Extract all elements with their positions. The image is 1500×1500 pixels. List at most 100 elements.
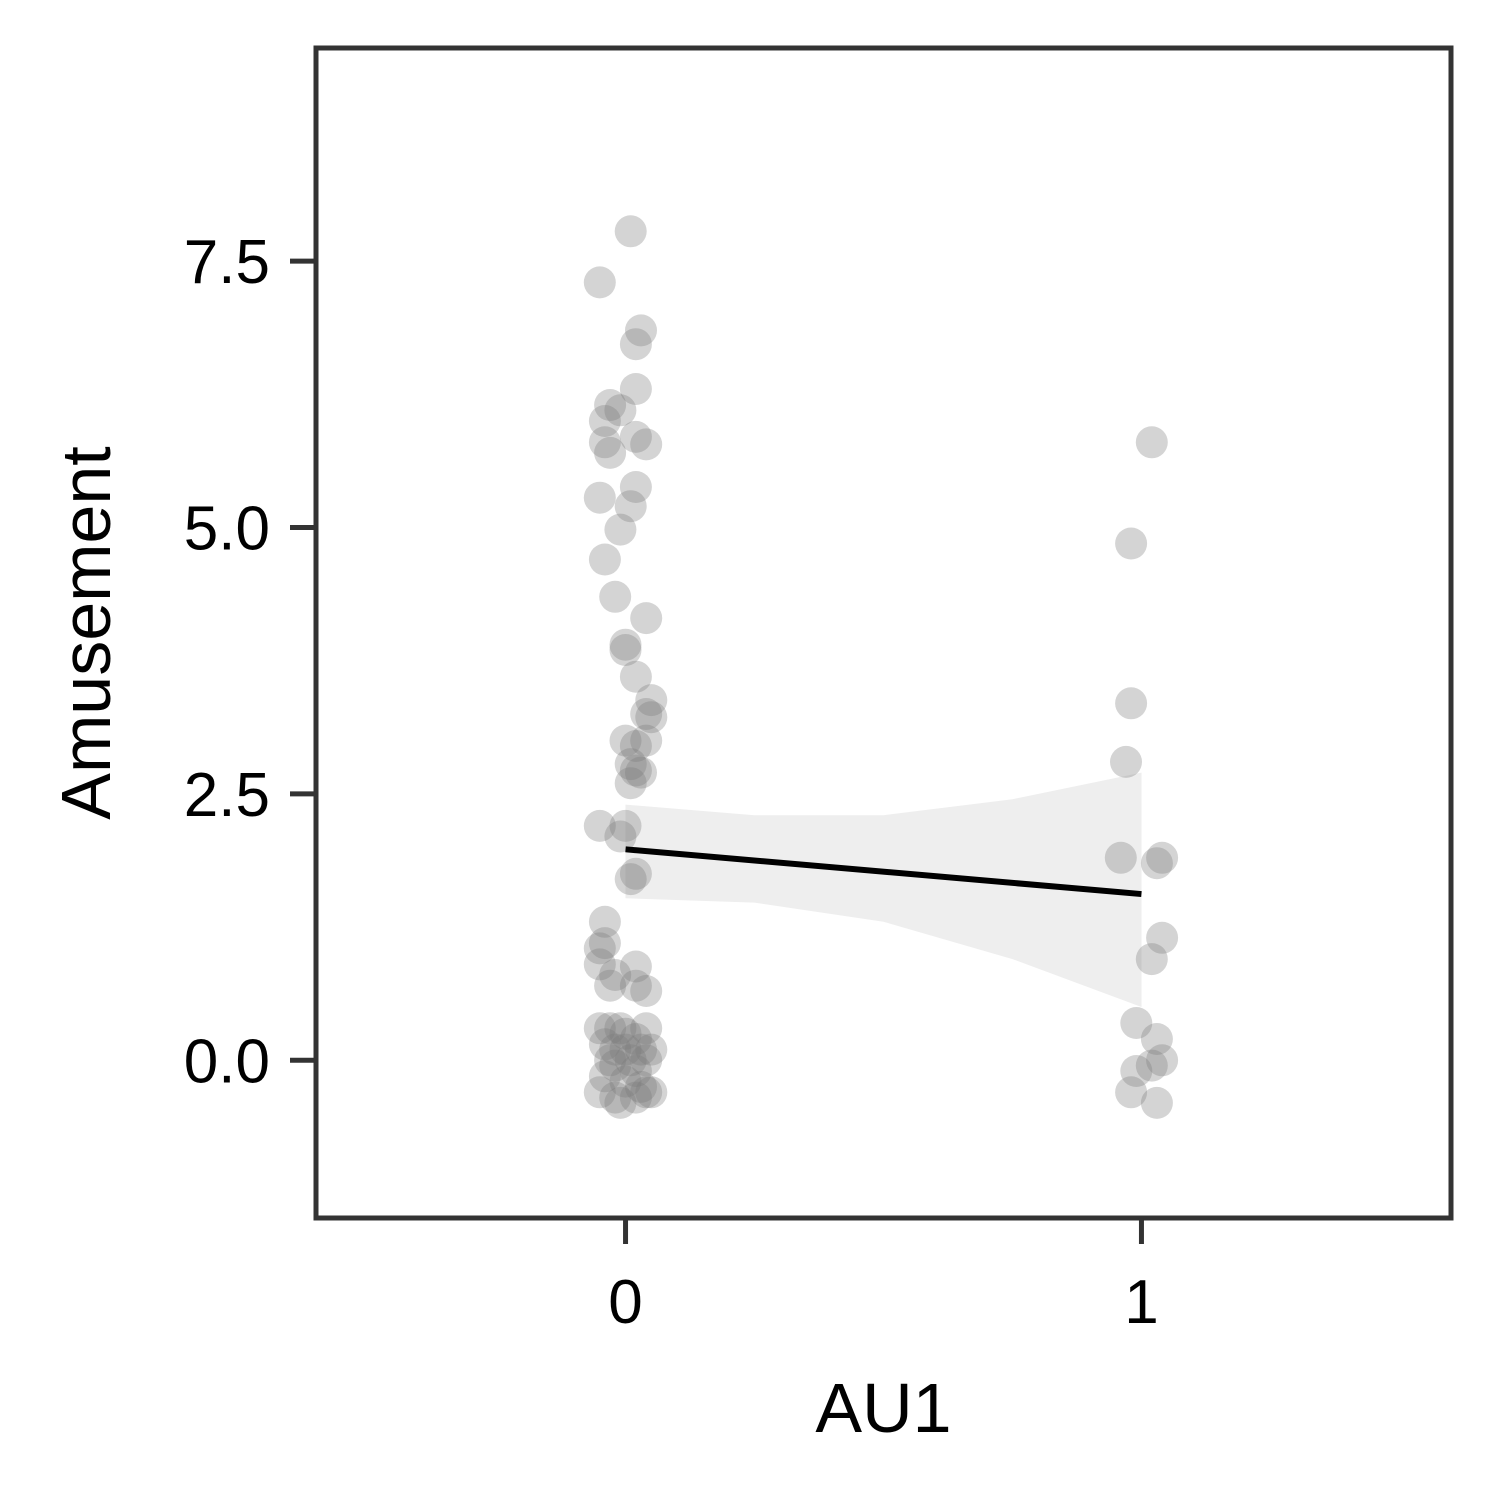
data-point — [583, 948, 616, 981]
data-point — [630, 1044, 663, 1077]
data-point — [1135, 943, 1168, 976]
data-point — [630, 724, 663, 757]
data-point — [630, 1076, 663, 1109]
y-axis-title: Amusement — [47, 446, 125, 819]
data-point — [583, 809, 616, 842]
data-point — [594, 436, 627, 469]
data-point — [630, 1012, 663, 1045]
data-point — [599, 580, 632, 613]
data-point — [609, 1033, 642, 1066]
confidence-band — [625, 772, 1142, 1007]
data-point — [588, 543, 621, 576]
regression-line — [625, 846, 1142, 898]
data-point — [609, 1065, 642, 1098]
data-point — [609, 724, 642, 757]
data-point — [635, 1033, 668, 1066]
data-point — [614, 767, 647, 800]
data-point — [619, 328, 652, 361]
data-point — [1120, 1055, 1153, 1087]
data-point — [1140, 847, 1173, 880]
data-point — [609, 628, 642, 661]
data-point — [604, 820, 637, 853]
data-point — [625, 1033, 657, 1066]
plot-panel-border — [313, 45, 1454, 1221]
data-point — [625, 314, 657, 347]
data-point — [1146, 921, 1179, 954]
data-point — [614, 748, 647, 781]
data-point — [609, 1017, 642, 1050]
data-point — [609, 634, 642, 666]
data-point — [630, 602, 663, 635]
data-point — [594, 389, 627, 421]
y-axis-ticks: 0.0 2.5 5.0 7.5 — [184, 228, 316, 1096]
fit-line-layer — [625, 846, 1142, 898]
data-point — [635, 1076, 668, 1109]
y-tick-label: 2.5 — [184, 761, 270, 830]
data-point — [619, 857, 652, 890]
data-point — [583, 266, 616, 299]
data-point — [583, 932, 616, 965]
data-point — [1110, 745, 1142, 778]
data-point — [583, 481, 616, 514]
data-point — [1146, 1044, 1179, 1077]
x-axis-title: AU1 — [815, 1369, 951, 1447]
data-point — [630, 975, 663, 1007]
data-point — [604, 513, 637, 546]
data-point — [588, 905, 621, 938]
data-point — [619, 660, 652, 693]
data-point — [1135, 426, 1168, 459]
data-point — [599, 1033, 632, 1066]
data-point — [583, 1012, 616, 1045]
data-point — [619, 754, 652, 787]
data-point — [619, 1081, 652, 1114]
confidence-band-layer — [625, 772, 1142, 1007]
data-point — [588, 927, 621, 960]
data-point — [599, 1049, 632, 1082]
data-point — [630, 428, 663, 461]
data-point — [599, 959, 632, 991]
data-point — [588, 426, 621, 459]
y-tick-label: 5.0 — [184, 495, 270, 564]
data-point — [594, 1012, 627, 1045]
data-point — [1120, 1007, 1153, 1039]
data-point — [1115, 527, 1148, 560]
data-point — [619, 1023, 652, 1055]
data-point — [1146, 841, 1179, 874]
data-point — [630, 698, 663, 730]
data-point — [619, 373, 652, 405]
data-point — [614, 490, 647, 523]
data-point — [614, 215, 647, 248]
data-point — [588, 1028, 621, 1061]
data-point — [619, 471, 652, 503]
y-tick-label: 0.0 — [184, 1027, 270, 1096]
data-point — [1115, 1076, 1148, 1109]
data-point — [604, 1086, 637, 1119]
data-point — [583, 1076, 616, 1109]
x-tick-label: 0 — [608, 1268, 642, 1337]
data-point — [619, 420, 652, 453]
data-point — [619, 1055, 652, 1087]
data-point — [588, 405, 621, 437]
data-point — [619, 730, 652, 762]
data-point — [1104, 841, 1137, 874]
data-point — [625, 756, 657, 789]
data-point — [594, 969, 627, 1002]
data-point — [619, 969, 652, 1002]
data-point — [1140, 1023, 1173, 1055]
data-point — [1135, 1049, 1168, 1082]
data-point — [604, 1012, 637, 1045]
data-point — [1115, 687, 1148, 720]
data-point — [1140, 1086, 1173, 1119]
data-point — [588, 1060, 621, 1093]
data-point — [614, 1044, 647, 1077]
data-point — [604, 394, 637, 427]
data-point — [635, 684, 668, 717]
data-points-layer — [583, 215, 1179, 1119]
data-point — [619, 950, 652, 983]
x-tick-label: 1 — [1124, 1268, 1158, 1337]
data-point — [614, 863, 647, 896]
data-point — [599, 1081, 632, 1114]
